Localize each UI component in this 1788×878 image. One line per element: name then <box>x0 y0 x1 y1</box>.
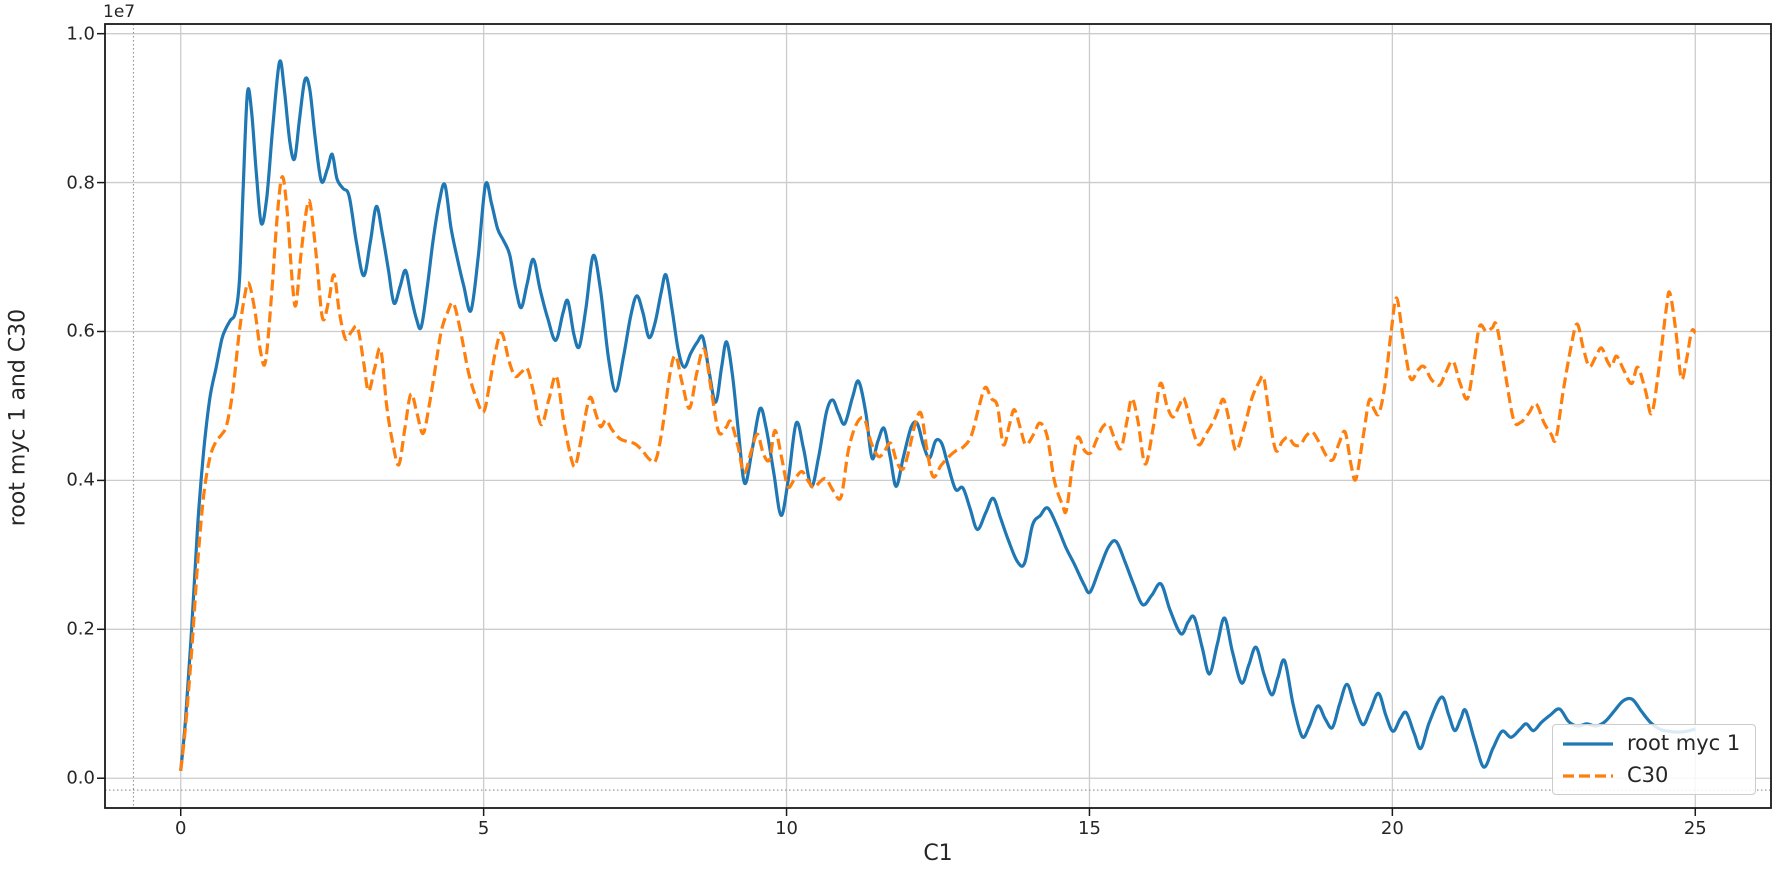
axes-spines <box>104 23 1772 809</box>
x-tick-label-15: 15 <box>1078 818 1101 839</box>
x-tick-label-20: 20 <box>1380 818 1404 839</box>
x-axis-title: C1 <box>923 841 953 866</box>
x-tick-label-0: 0 <box>174 818 187 839</box>
y-tick-label-0.8: 0.8 <box>66 172 95 194</box>
y-tick-label-1.0: 1.0 <box>66 23 95 45</box>
legend: root myc 1 C30 <box>1552 724 1756 795</box>
legend-label: root myc 1 <box>1627 731 1741 755</box>
legend-entry-c30: C30 <box>1553 762 1755 790</box>
y-tick-label-0.0: 0.0 <box>66 767 95 789</box>
legend-label: C30 <box>1627 763 1669 787</box>
series-line-c30 <box>179 174 1697 771</box>
x-tick-label-25: 25 <box>1683 818 1707 839</box>
y-axis-title: root myc 1 and C30 <box>5 308 31 527</box>
legend-line-sample-solid <box>1563 741 1613 746</box>
x-tick-label-10: 10 <box>775 818 798 839</box>
series-line-root-myc-1 <box>179 59 1696 771</box>
legend-line-sample-dashed <box>1563 773 1613 778</box>
x-tick-label-5: 5 <box>477 818 490 839</box>
legend-entry-root-myc-1: root myc 1 <box>1553 730 1755 758</box>
y-axis-offset-label: 1e7 <box>103 2 136 22</box>
y-tick-label-0.4: 0.4 <box>66 469 95 491</box>
y-tick-label-0.6: 0.6 <box>66 320 95 342</box>
y-tick-label-0.2: 0.2 <box>66 618 95 640</box>
